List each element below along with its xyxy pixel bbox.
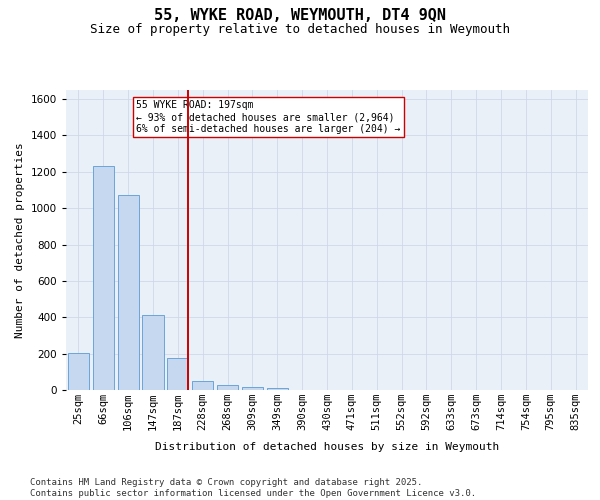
Bar bbox=[267, 388, 288, 390]
Bar bbox=[118, 194, 139, 390]
Bar bbox=[142, 314, 164, 390]
Bar bbox=[192, 380, 213, 390]
Y-axis label: Number of detached properties: Number of detached properties bbox=[15, 142, 25, 338]
Bar bbox=[167, 358, 188, 390]
Text: Size of property relative to detached houses in Weymouth: Size of property relative to detached ho… bbox=[90, 22, 510, 36]
Bar bbox=[93, 166, 114, 390]
Bar bbox=[242, 386, 263, 390]
Text: Contains HM Land Registry data © Crown copyright and database right 2025.
Contai: Contains HM Land Registry data © Crown c… bbox=[30, 478, 476, 498]
Bar bbox=[217, 384, 238, 390]
Bar bbox=[68, 352, 89, 390]
Text: 55 WYKE ROAD: 197sqm
← 93% of detached houses are smaller (2,964)
6% of semi-det: 55 WYKE ROAD: 197sqm ← 93% of detached h… bbox=[136, 100, 401, 134]
Text: 55, WYKE ROAD, WEYMOUTH, DT4 9QN: 55, WYKE ROAD, WEYMOUTH, DT4 9QN bbox=[154, 8, 446, 22]
Text: Distribution of detached houses by size in Weymouth: Distribution of detached houses by size … bbox=[155, 442, 499, 452]
